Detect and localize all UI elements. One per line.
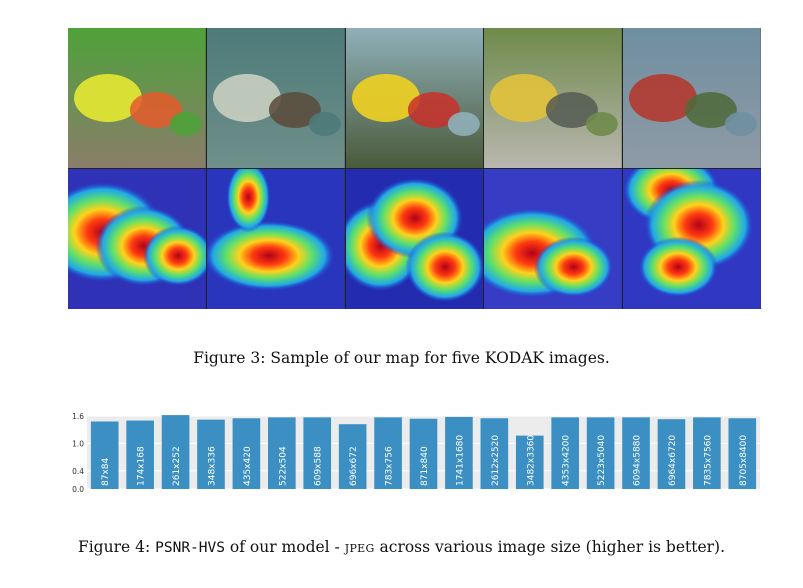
- bar: [551, 417, 579, 489]
- bar: [480, 418, 509, 489]
- bar-category-label: 87x84: [101, 457, 111, 486]
- y-tick-label: 0.0: [72, 485, 84, 494]
- plot-background: [87, 416, 760, 489]
- bar-category-label: 609x588: [314, 446, 324, 486]
- bar-category-label: 6094x5880: [633, 435, 643, 486]
- bar-category-label: 522x504: [278, 446, 288, 486]
- bar-category-label: 435x420: [243, 446, 253, 486]
- bar: [374, 417, 402, 489]
- bar-category-label: 783x756: [385, 446, 395, 486]
- bar: [409, 418, 438, 489]
- bar-category-label: 5223x5040: [597, 435, 607, 486]
- caption-codec: jpeg: [344, 538, 375, 556]
- saliency-heatmap-red-barn: [623, 169, 761, 309]
- kodak-photo-rafting: [345, 28, 484, 168]
- kodak-photo-colorful-hats: [68, 28, 206, 168]
- bar: [586, 417, 615, 489]
- saliency-heatmap-sailboat: [206, 169, 345, 309]
- figure-3-caption: Figure 3: Sample of our map for five KOD…: [193, 349, 610, 367]
- bar-category-label: 7835x7560: [703, 435, 713, 486]
- bar: [90, 421, 119, 489]
- bar: [693, 417, 721, 489]
- y-tick-label: 0.4: [72, 467, 84, 476]
- bar: [126, 420, 154, 489]
- kodak-photo-sailboat: [206, 28, 345, 168]
- bar-category-label: 8705x8400: [739, 435, 749, 486]
- caption-suffix: across various image size (higher is bet…: [379, 538, 726, 556]
- kodak-photo-red-barn: [623, 28, 761, 168]
- bar: [303, 417, 332, 489]
- bar-category-label: 3482x3360: [526, 435, 536, 486]
- bar: [445, 416, 473, 489]
- y-tick-label: 1.0: [72, 439, 84, 448]
- bar: [197, 419, 225, 489]
- bar: [622, 417, 650, 489]
- bar-category-label: 174x168: [137, 446, 147, 486]
- y-tick-label: 1.6: [72, 412, 84, 421]
- bar: [161, 415, 190, 489]
- bar: [728, 418, 757, 489]
- caption-prefix: Figure 4:: [77, 538, 151, 556]
- figure-4-caption: Figure 4: PSNR-HVS of our model - jpeg a…: [0, 538, 803, 556]
- bar: [657, 419, 686, 489]
- bar-category-label: 2612x2520: [491, 435, 501, 486]
- saliency-heatmap-airplane: [484, 169, 623, 309]
- bar: [338, 424, 367, 489]
- saliency-heatmap-colorful-hats: [68, 169, 206, 309]
- caption-middle: of our model -: [229, 538, 340, 556]
- bar-category-label: 6964x6720: [668, 435, 678, 486]
- saliency-heatmap-rafting: [345, 169, 484, 309]
- bar-category-label: 4353x4200: [562, 435, 572, 486]
- bar-category-label: 696x672: [349, 446, 359, 486]
- bar-category-label: 261x252: [172, 446, 182, 486]
- bar: [515, 435, 544, 489]
- bar-category-label: 348x336: [207, 446, 217, 486]
- bar-category-label: 871x840: [420, 446, 430, 486]
- kodak-image-grid: [68, 28, 761, 309]
- caption-metric: PSNR-HVS: [155, 540, 225, 556]
- bar: [268, 417, 296, 489]
- kodak-photo-airplane: [484, 28, 623, 168]
- bar: [232, 418, 261, 489]
- bar-category-label: 1741x1680: [455, 435, 465, 486]
